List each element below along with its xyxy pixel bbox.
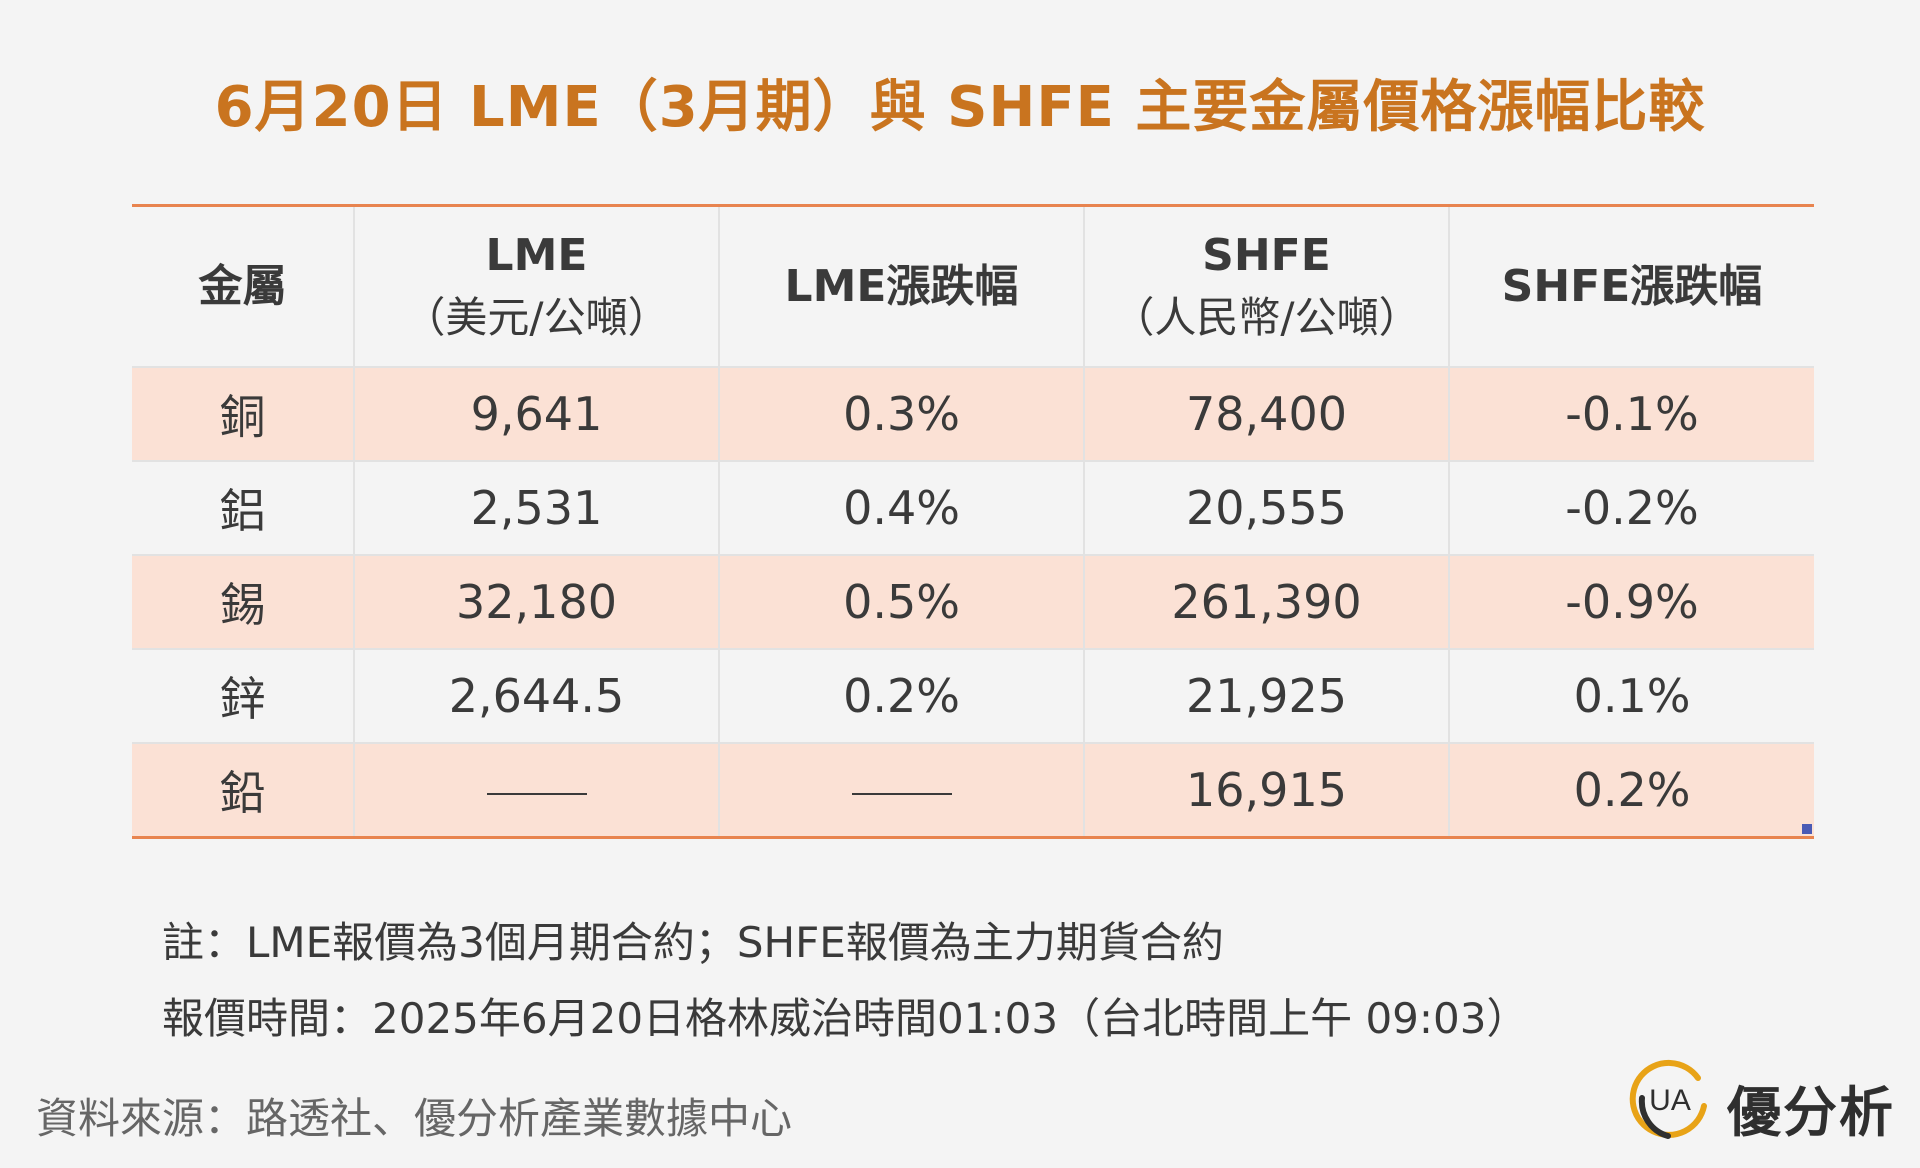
cell-shfe-change: -0.2% <box>1448 460 1814 555</box>
header-lme: LME （美元/公噸） <box>353 207 719 368</box>
header-lme-change: LME漲跌幅 <box>718 207 1084 368</box>
table-row: 鋅 2,644.5 0.2% 21,925 0.1% <box>132 648 1814 743</box>
price-comparison-table: 金屬 LME （美元/公噸） LME漲跌幅 SHFE （人民幣/公噸） SHFE漲跌… <box>132 204 1814 839</box>
note-contract: 註：LME報價為3個月期合約；SHFE報價為主力期貨合約 <box>162 918 1224 967</box>
cell-shfe-change: 0.2% <box>1448 742 1814 836</box>
dash-placeholder <box>851 792 952 795</box>
header-shfe-unit: （人民幣/公噸） <box>1112 292 1421 342</box>
header-lme-unit: （美元/公噸） <box>403 292 670 342</box>
svg-text:UA: UA <box>1649 1084 1691 1117</box>
cell-shfe-change: 0.1% <box>1448 648 1814 743</box>
brand-logo: UA 優分析 <box>1624 1050 1900 1150</box>
cell-lme-change: 0.4% <box>718 460 1084 555</box>
brand-name: 優分析 <box>1727 1081 1895 1144</box>
page-title: 6月20日 LME（3月期）與 SHFE 主要金屬價格漲幅比較 <box>214 75 1706 140</box>
cell-lme-price-empty <box>353 742 719 836</box>
cell-shfe-price: 20,555 <box>1083 460 1449 555</box>
table-row: 鉛 16,915 0.2% <box>132 742 1814 836</box>
resize-handle <box>1802 824 1812 834</box>
cell-lme-change: 0.2% <box>718 648 1084 743</box>
note-quote-time: 報價時間：2025年6月20日格林威治時間01:03（台北時間上午 09:03） <box>162 994 1529 1043</box>
cell-lme-price: 2,644.5 <box>353 648 719 743</box>
cell-metal: 鉛 <box>132 742 354 836</box>
table-row: 錫 32,180 0.5% 261,390 -0.9% <box>132 554 1814 649</box>
table-header-row: 金屬 LME （美元/公噸） LME漲跌幅 SHFE （人民幣/公噸） SHFE漲跌… <box>132 207 1814 368</box>
cell-shfe-price: 261,390 <box>1083 554 1449 649</box>
data-source: 資料來源：路透社、優分析產業數據中心 <box>36 1094 793 1143</box>
cell-metal: 銅 <box>132 366 354 461</box>
ua-logo-icon: UA <box>1629 1059 1707 1139</box>
table-row: 鋁 2,531 0.4% 20,555 -0.2% <box>132 460 1814 555</box>
cell-lme-change: 0.3% <box>718 366 1084 461</box>
footnotes: 註：LME報價為3個月期合約；SHFE報價為主力期貨合約 報價時間：2025年6… <box>162 905 1528 1057</box>
cell-metal: 錫 <box>132 554 354 649</box>
header-shfe: SHFE （人民幣/公噸） <box>1083 207 1449 368</box>
cell-lme-price: 9,641 <box>353 366 719 461</box>
cell-lme-change-empty <box>718 742 1084 836</box>
cell-shfe-change: -0.1% <box>1448 366 1814 461</box>
cell-shfe-change: -0.9% <box>1448 554 1814 649</box>
cell-lme-price: 32,180 <box>353 554 719 649</box>
cell-shfe-price: 16,915 <box>1083 742 1449 836</box>
table-row: 銅 9,641 0.3% 78,400 -0.1% <box>132 366 1814 461</box>
cell-metal: 鋁 <box>132 460 354 555</box>
dash-placeholder <box>486 792 587 795</box>
cell-metal: 鋅 <box>132 648 354 743</box>
cell-shfe-price: 78,400 <box>1083 366 1449 461</box>
cell-lme-price: 2,531 <box>353 460 719 555</box>
header-metal: 金屬 <box>132 207 354 368</box>
header-shfe-change: SHFE漲跌幅 <box>1448 207 1814 368</box>
cell-shfe-price: 21,925 <box>1083 648 1449 743</box>
cell-lme-change: 0.5% <box>718 554 1084 649</box>
